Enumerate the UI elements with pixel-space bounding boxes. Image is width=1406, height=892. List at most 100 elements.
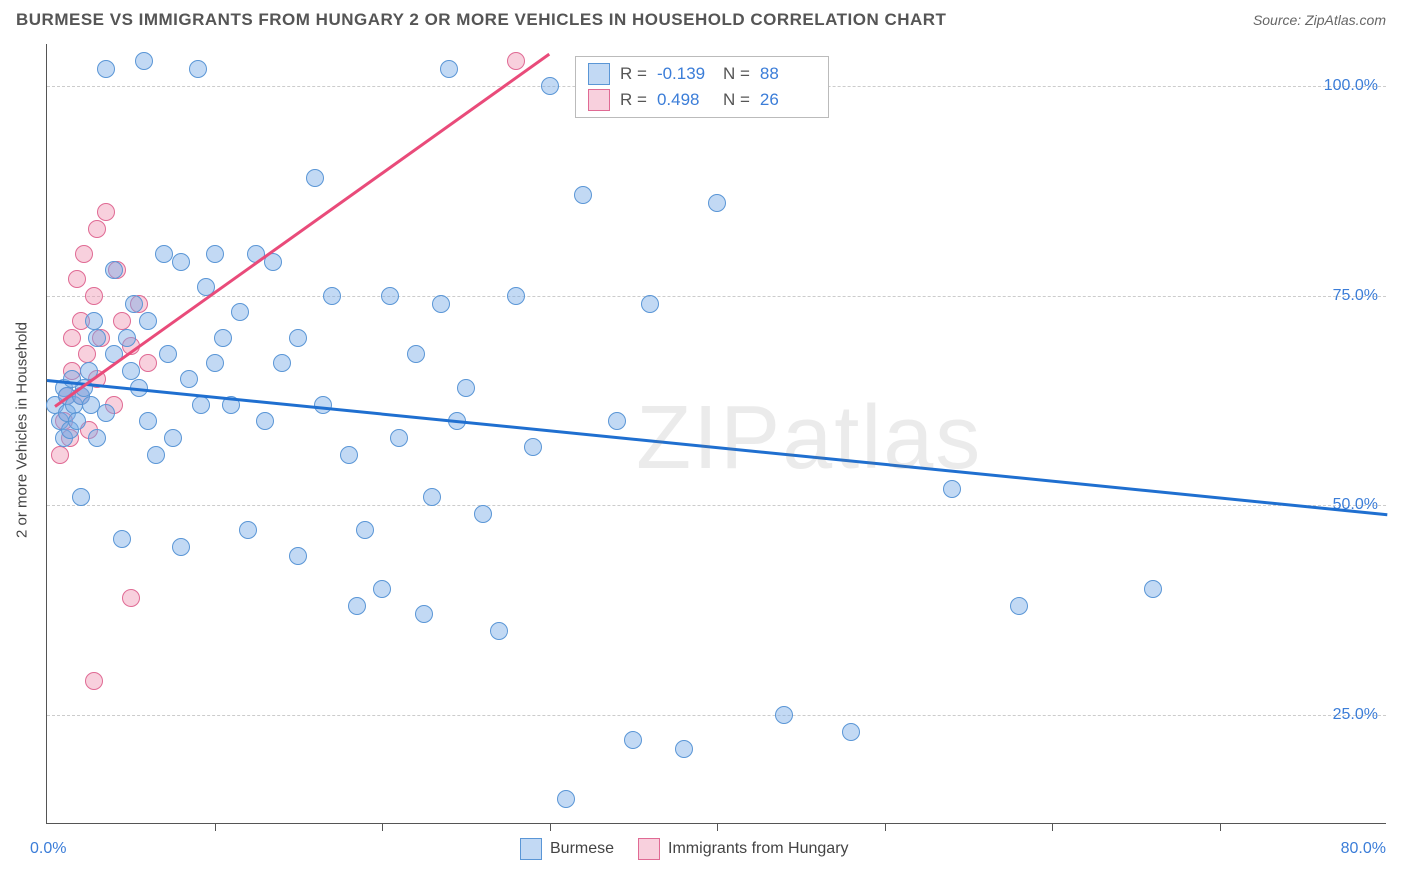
scatter-point-burmese	[842, 723, 860, 741]
gridline	[47, 296, 1386, 297]
x-axis-min-label: 0.0%	[30, 840, 66, 858]
scatter-point-burmese	[88, 429, 106, 447]
scatter-point-burmese	[440, 60, 458, 78]
scatter-point-burmese	[340, 446, 358, 464]
correlation-stats-box: R = -0.139 N = 88 R = 0.498 N = 26	[575, 56, 829, 118]
scatter-point-burmese	[541, 77, 559, 95]
scatter-point-hungary	[51, 446, 69, 464]
stats-row-hungary: R = 0.498 N = 26	[576, 87, 828, 113]
x-tick	[550, 823, 551, 831]
source-attribution: Source: ZipAtlas.com	[1253, 12, 1386, 28]
swatch-hungary	[638, 838, 660, 860]
y-tick-label: 75.0%	[1333, 287, 1378, 305]
scatter-point-burmese	[85, 312, 103, 330]
scatter-point-burmese	[122, 362, 140, 380]
x-tick	[1052, 823, 1053, 831]
scatter-point-burmese	[608, 412, 626, 430]
scatter-point-burmese	[239, 521, 257, 539]
trend-line-burmese	[47, 379, 1387, 516]
scatter-point-hungary	[139, 354, 157, 372]
scatter-point-hungary	[68, 270, 86, 288]
legend-item-burmese: Burmese	[520, 838, 614, 860]
scatter-point-burmese	[256, 412, 274, 430]
scatter-point-hungary	[78, 345, 96, 363]
x-tick	[382, 823, 383, 831]
scatter-point-burmese	[348, 597, 366, 615]
scatter-point-hungary	[88, 220, 106, 238]
scatter-point-burmese	[314, 396, 332, 414]
scatter-point-hungary	[507, 52, 525, 70]
scatter-point-burmese	[306, 169, 324, 187]
chart-title: BURMESE VS IMMIGRANTS FROM HUNGARY 2 OR …	[16, 10, 946, 30]
scatter-point-burmese	[407, 345, 425, 363]
scatter-point-burmese	[206, 354, 224, 372]
scatter-point-burmese	[323, 287, 341, 305]
scatter-point-burmese	[507, 287, 525, 305]
scatter-point-burmese	[289, 547, 307, 565]
scatter-point-burmese	[97, 60, 115, 78]
scatter-point-hungary	[122, 589, 140, 607]
scatter-point-burmese	[159, 345, 177, 363]
scatter-point-burmese	[708, 194, 726, 212]
scatter-point-hungary	[85, 287, 103, 305]
scatter-point-burmese	[231, 303, 249, 321]
scatter-point-burmese	[675, 740, 693, 758]
scatter-point-burmese	[105, 261, 123, 279]
trend-line-hungary	[55, 53, 551, 408]
scatter-point-burmese	[97, 404, 115, 422]
scatter-point-burmese	[1010, 597, 1028, 615]
scatter-point-burmese	[474, 505, 492, 523]
scatter-point-hungary	[85, 672, 103, 690]
scatter-point-burmese	[72, 488, 90, 506]
scatter-point-burmese	[192, 396, 210, 414]
scatter-point-burmese	[490, 622, 508, 640]
scatter-point-burmese	[125, 295, 143, 313]
scatter-point-burmese	[641, 295, 659, 313]
scatter-point-burmese	[574, 186, 592, 204]
y-axis-title: 2 or more Vehicles in Household	[14, 322, 31, 538]
scatter-point-burmese	[164, 429, 182, 447]
swatch-burmese	[588, 63, 610, 85]
chart-plot-area: 25.0%50.0%75.0%100.0% ZIPatlas R = -0.13…	[46, 44, 1386, 824]
scatter-point-burmese	[68, 412, 86, 430]
scatter-point-burmese	[1144, 580, 1162, 598]
scatter-point-burmese	[214, 329, 232, 347]
swatch-burmese	[520, 838, 542, 860]
scatter-point-burmese	[139, 412, 157, 430]
scatter-point-burmese	[172, 253, 190, 271]
scatter-point-hungary	[113, 312, 131, 330]
x-tick	[215, 823, 216, 831]
x-axis-max-label: 80.0%	[1341, 840, 1386, 858]
scatter-point-burmese	[524, 438, 542, 456]
scatter-point-burmese	[381, 287, 399, 305]
scatter-point-burmese	[206, 245, 224, 263]
scatter-point-burmese	[557, 790, 575, 808]
scatter-point-burmese	[775, 706, 793, 724]
swatch-hungary	[588, 89, 610, 111]
legend-item-hungary: Immigrants from Hungary	[638, 838, 849, 860]
scatter-point-burmese	[943, 480, 961, 498]
scatter-point-hungary	[63, 329, 81, 347]
x-tick	[1220, 823, 1221, 831]
scatter-point-burmese	[88, 329, 106, 347]
scatter-point-burmese	[415, 605, 433, 623]
scatter-point-hungary	[97, 203, 115, 221]
scatter-point-burmese	[356, 521, 374, 539]
scatter-point-burmese	[457, 379, 475, 397]
scatter-point-burmese	[624, 731, 642, 749]
x-tick	[885, 823, 886, 831]
y-tick-label: 25.0%	[1333, 706, 1378, 724]
y-tick-label: 100.0%	[1324, 77, 1378, 95]
gridline	[47, 715, 1386, 716]
scatter-point-burmese	[180, 370, 198, 388]
scatter-point-burmese	[273, 354, 291, 372]
scatter-point-burmese	[423, 488, 441, 506]
scatter-point-burmese	[113, 530, 131, 548]
x-tick	[717, 823, 718, 831]
scatter-point-burmese	[139, 312, 157, 330]
stats-row-burmese: R = -0.139 N = 88	[576, 61, 828, 87]
gridline	[47, 505, 1386, 506]
scatter-point-burmese	[432, 295, 450, 313]
scatter-point-burmese	[155, 245, 173, 263]
scatter-point-burmese	[147, 446, 165, 464]
